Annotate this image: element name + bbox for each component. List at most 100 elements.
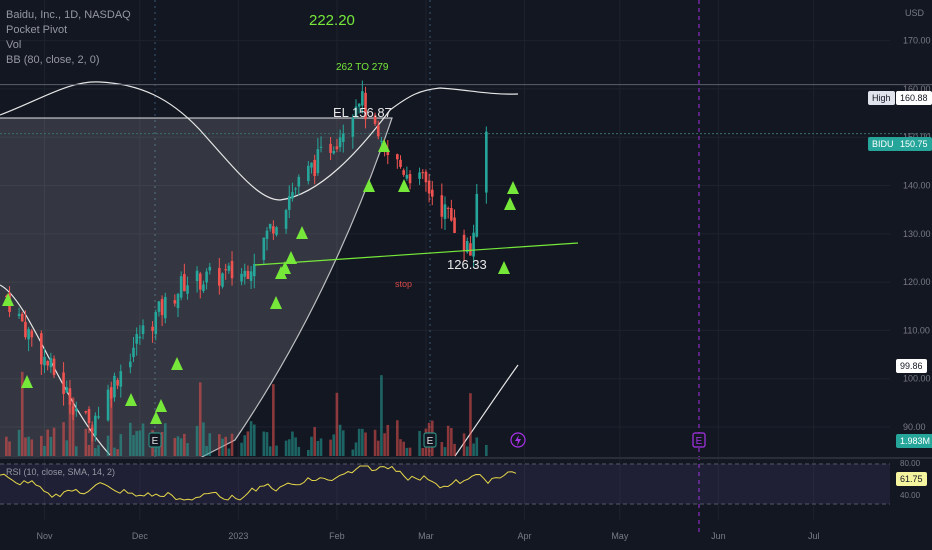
volume-bar xyxy=(109,389,113,456)
volume-bar xyxy=(443,447,447,456)
volume-bar xyxy=(399,439,402,456)
volume-bar xyxy=(386,424,390,456)
volume-bar xyxy=(5,436,8,456)
volume-bar xyxy=(291,431,294,456)
candle-body xyxy=(262,237,266,260)
candle-body xyxy=(341,133,345,143)
volume-bar xyxy=(361,428,364,456)
volume-bar xyxy=(8,441,11,456)
volume-bar xyxy=(485,444,488,456)
volume-bar xyxy=(265,432,269,456)
volume-bar xyxy=(380,375,383,456)
cup-outline xyxy=(0,117,393,459)
candle-body xyxy=(195,270,199,282)
volume-bar xyxy=(24,437,27,456)
pocket-pivot-triangle xyxy=(279,261,291,274)
volume-bar xyxy=(116,449,119,456)
last-price-tag: 150.75 xyxy=(896,137,932,151)
volume-bar xyxy=(74,446,78,456)
volume-bar xyxy=(97,445,100,456)
candle-body xyxy=(386,149,390,156)
candle-body xyxy=(373,115,377,124)
volume-bar xyxy=(17,429,21,456)
volume-bar xyxy=(27,436,30,456)
volume-bar xyxy=(319,438,323,456)
candle-body xyxy=(405,174,409,179)
candle-body xyxy=(227,265,231,271)
candle-body xyxy=(424,171,428,183)
volume-bar xyxy=(307,449,310,456)
rsi-label[interactable]: RSI (10, close, SMA, 14, 2) xyxy=(6,467,116,477)
pocket-pivot-triangle xyxy=(285,251,297,264)
volume-bar xyxy=(62,422,65,456)
volume-bar xyxy=(376,440,380,456)
candle-body xyxy=(265,230,269,239)
candle-body xyxy=(49,358,53,368)
candle-body xyxy=(208,266,212,271)
price-tick-label: 140.00 xyxy=(903,181,931,191)
candle-body xyxy=(268,223,272,229)
volume-bar xyxy=(205,446,208,456)
volume-bar xyxy=(329,439,332,456)
candle-body xyxy=(310,162,313,168)
candle-body xyxy=(240,273,243,282)
volume-bar xyxy=(198,382,202,456)
volume-bar xyxy=(132,435,135,456)
time-tick-label: Apr xyxy=(517,531,531,541)
volume-bar xyxy=(268,446,272,456)
candle-body xyxy=(138,336,142,339)
volume-bar xyxy=(221,438,224,456)
volume-bar xyxy=(179,438,183,456)
volume-bar xyxy=(402,441,405,456)
candle-body xyxy=(97,416,100,418)
volume-bar xyxy=(351,449,355,456)
earnings-marker xyxy=(423,432,437,448)
candle-body xyxy=(446,207,450,209)
volume-bar xyxy=(106,435,110,456)
indicator-pocket-pivot[interactable]: Pocket Pivot xyxy=(6,24,68,36)
time-tick-label: 2023 xyxy=(228,531,248,541)
candle-body xyxy=(316,149,320,174)
candle-body xyxy=(52,358,56,376)
candle-body xyxy=(30,330,34,338)
indicator-volume[interactable]: Vol xyxy=(6,39,22,51)
volume-bar xyxy=(195,425,199,456)
candle-body xyxy=(113,375,116,398)
volume-bar xyxy=(186,443,189,456)
volume-bar xyxy=(68,391,72,456)
price-tick-label: 90.00 xyxy=(903,422,926,432)
candle-body xyxy=(485,131,488,193)
indicator-bollinger[interactable]: BB (80, close, 2, 0) xyxy=(6,54,100,66)
candle-body xyxy=(46,360,49,366)
volume-bar xyxy=(469,393,472,456)
volume-bar xyxy=(138,430,142,456)
pocket-pivot-triangle xyxy=(498,261,510,274)
candle-body xyxy=(440,195,444,217)
volume-bar xyxy=(383,433,386,456)
volume-bar xyxy=(46,429,49,456)
candle-body xyxy=(154,312,158,335)
candle-body xyxy=(157,301,161,312)
volume-bar xyxy=(354,442,358,456)
candle-body xyxy=(313,159,316,176)
pocket-pivot-triangle xyxy=(363,179,375,192)
high-value-tag: 160.88 xyxy=(896,91,932,105)
price-tick-label: 110.00 xyxy=(903,325,930,335)
volume-bar xyxy=(52,427,56,456)
pocket-pivot-triangle xyxy=(504,197,516,210)
volume-bar xyxy=(202,422,205,456)
pocket-pivot-triangle xyxy=(378,139,390,152)
volume-bar xyxy=(338,424,342,456)
candle-body xyxy=(272,226,275,234)
candle-body xyxy=(183,274,186,292)
volume-bar xyxy=(408,447,412,456)
pocket-pivot-triangle xyxy=(125,393,137,406)
rsi-tick-40: 40.00 xyxy=(900,491,921,500)
volume-bar xyxy=(405,447,409,456)
volume-bar xyxy=(135,430,138,456)
volume-bar xyxy=(173,437,177,456)
candle-body xyxy=(173,300,177,304)
pocket-pivot-triangle xyxy=(171,357,183,370)
candle-body xyxy=(284,210,288,229)
